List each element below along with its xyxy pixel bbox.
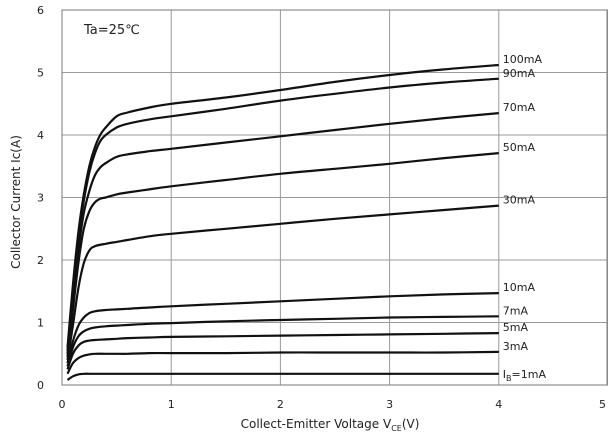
series-label: 30mA (503, 194, 536, 207)
series-label: IB=1mA (503, 368, 547, 383)
series-line (66, 77, 499, 351)
x-tick-label: 5 (599, 398, 606, 411)
series-line (66, 152, 499, 358)
x-axis-title-tail: (V) (402, 417, 420, 431)
plot-frame (61, 9, 608, 386)
series-line (66, 292, 499, 364)
x-tick-label: 4 (495, 398, 502, 411)
series-label: 10mA (503, 281, 536, 294)
series-label: 3mA (503, 340, 529, 353)
series-line (66, 350, 499, 375)
x-tick-label: 3 (386, 398, 393, 411)
x-tick-label: 0 (59, 398, 66, 411)
x-axis-title: Collect-Emitter Voltage VCE(V) (241, 417, 420, 433)
x-tick-label: 2 (277, 398, 284, 411)
annotation-temperature: Ta=25℃ (83, 23, 140, 38)
y-tick-label: 2 (37, 254, 44, 267)
y-tick-label: 4 (37, 129, 44, 142)
series-line (66, 315, 499, 367)
x-axis-title-subscript: CE (391, 424, 402, 433)
y-tick-label: 6 (37, 4, 44, 17)
x-tick-label: 1 (168, 398, 175, 411)
series-label: 7mA (503, 304, 529, 317)
series-lines (66, 63, 499, 381)
series-label: 90mA (503, 67, 536, 80)
series-label: 100mA (503, 53, 543, 66)
series-line (66, 112, 499, 354)
y-tick-label: 5 (37, 67, 44, 80)
y-tick-label: 1 (37, 317, 44, 330)
x-axis-title-main: Collect-Emitter Voltage V (241, 417, 392, 431)
series-line (66, 63, 499, 348)
series-label: 70mA (503, 101, 536, 114)
y-tick-label: 0 (37, 379, 44, 392)
series-line (66, 332, 499, 370)
series-line (66, 372, 499, 381)
y-axis-title: Collector Current Ic(A) (9, 135, 23, 269)
x-tick-labels: 0 1 2 3 4 5 (59, 398, 607, 411)
y-tick-label: 3 (37, 192, 44, 205)
series-line (66, 204, 499, 361)
series-label: 5mA (503, 321, 529, 334)
y-tick-labels: 0 1 2 3 4 5 6 (37, 4, 44, 392)
series-label: 50mA (503, 141, 536, 154)
plot-area-border (61, 9, 608, 386)
